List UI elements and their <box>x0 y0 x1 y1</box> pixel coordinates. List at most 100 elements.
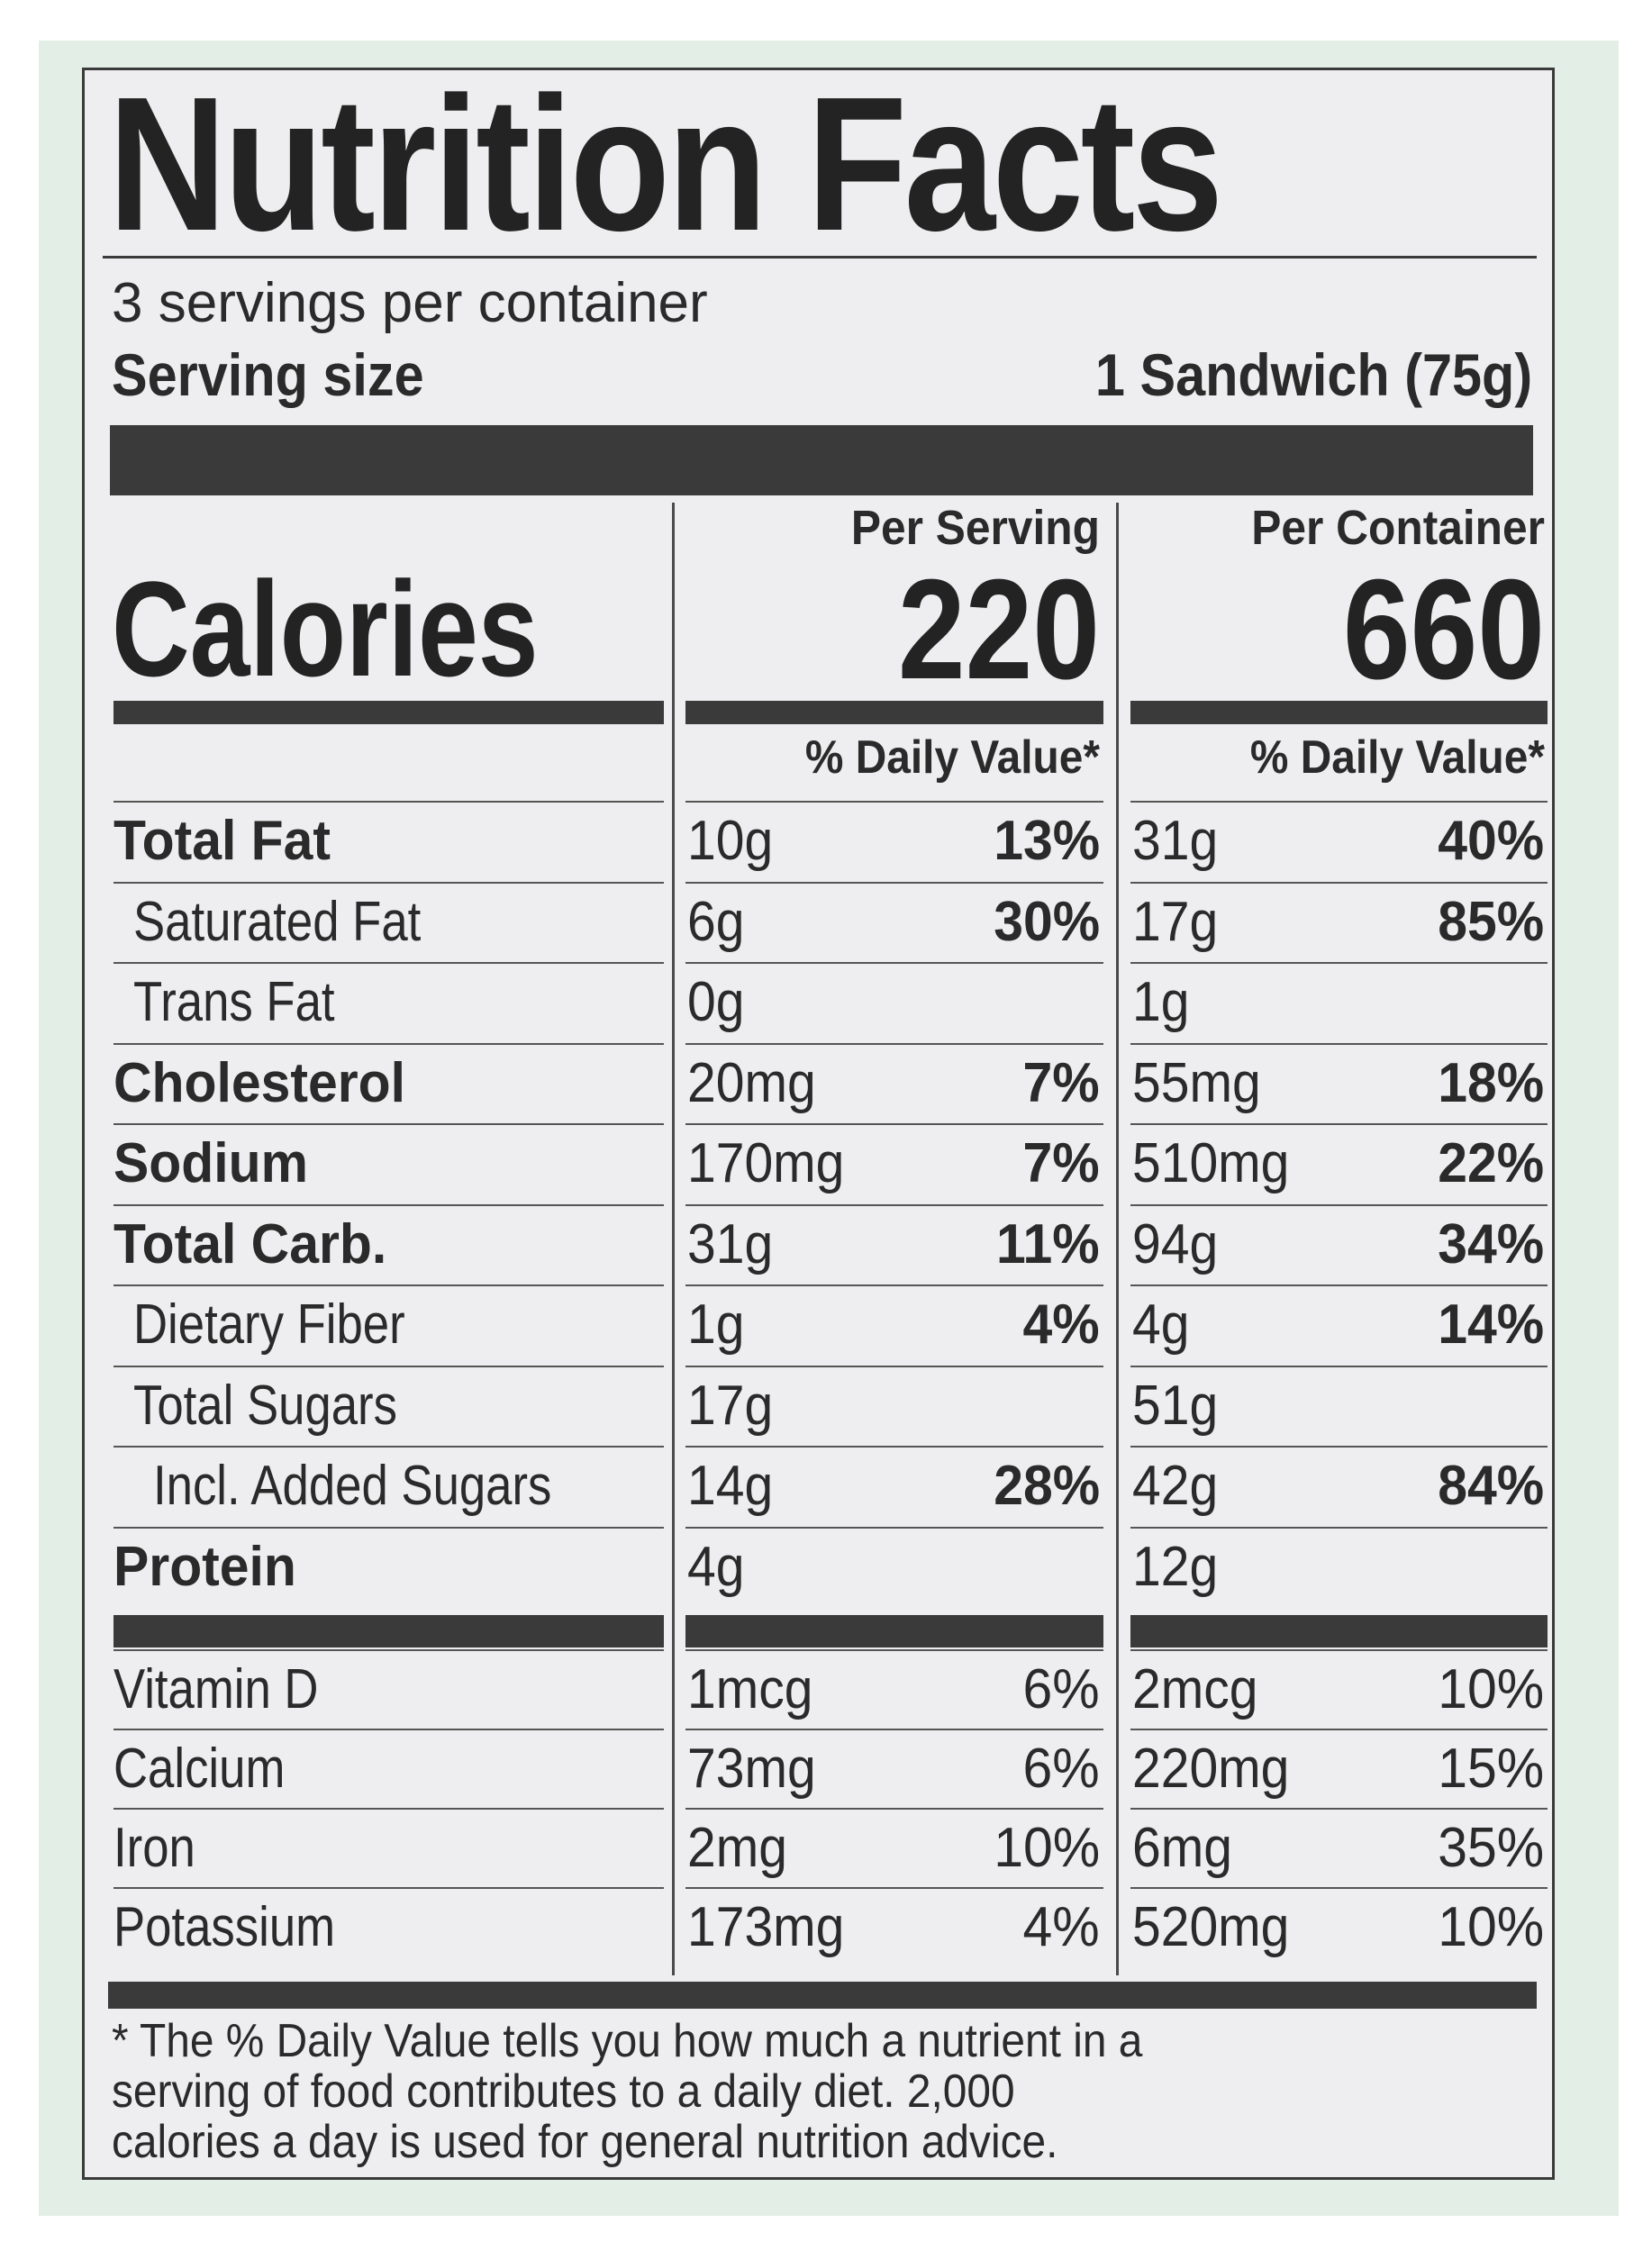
per-container-cell: 4g 14% <box>1130 1284 1548 1366</box>
per-container-daily-value: 10% <box>1438 1658 1544 1720</box>
column-divider <box>1116 503 1119 1975</box>
per-serving-cell: 4g <box>685 1526 1103 1608</box>
per-container-amount: 42g <box>1132 1455 1219 1517</box>
calories-label: Calories <box>112 553 539 704</box>
nutrient-name-cell: Incl. Added Sugars <box>113 1446 664 1527</box>
nutrient-row: Total Sugars 17g 51g <box>85 1365 1552 1447</box>
per-serving-cell: 0g <box>685 962 1103 1043</box>
per-container-daily-value: 35% <box>1438 1817 1544 1879</box>
nutrient-row: Total Fat 10g 13% 31g 40% <box>85 801 1552 882</box>
nutrient-name: Trans Fat <box>133 971 335 1033</box>
per-serving-daily-value: 11% <box>996 1212 1100 1275</box>
per-container-cell: 1g <box>1130 962 1548 1043</box>
label-title: Nutrition Facts <box>108 57 1223 270</box>
nutrient-name: Total Sugars <box>133 1374 397 1437</box>
per-serving-daily-value: 7% <box>1022 1132 1100 1194</box>
calories-per-container: 660 <box>1342 550 1545 709</box>
per-container-daily-value: 10% <box>1438 1896 1544 1958</box>
per-container-cell: 94g 34% <box>1130 1203 1548 1285</box>
servings-per-container: 3 servings per container <box>112 272 708 334</box>
column-divider <box>672 503 675 1975</box>
per-container-cell: 31g 40% <box>1130 801 1548 882</box>
thick-bar-vitamins <box>1130 1615 1548 1647</box>
per-container-daily-value: 15% <box>1438 1738 1544 1800</box>
per-container-cell: 220mg 15% <box>1130 1729 1548 1808</box>
per-serving-amount: 20mg <box>687 1051 816 1114</box>
footnote-line: * The % Daily Value tells you how much a… <box>112 2015 1143 2067</box>
per-serving-amount: 6g <box>687 890 745 953</box>
per-container-cell: 12g <box>1130 1526 1548 1608</box>
per-serving-cell: 20mg 7% <box>685 1042 1103 1124</box>
footnote-line: calories a day is used for general nutri… <box>112 2116 1058 2168</box>
per-container-cell: 17g 85% <box>1130 881 1548 963</box>
calories-bar <box>685 701 1103 724</box>
per-container-header: Per Container <box>1251 501 1545 555</box>
per-serving-cell: 1g 4% <box>685 1284 1103 1366</box>
per-serving-cell: 14g 28% <box>685 1446 1103 1527</box>
per-container-amount: 31g <box>1132 810 1219 872</box>
per-serving-cell: 2mg 10% <box>685 1808 1103 1887</box>
per-serving-cell: 73mg 6% <box>685 1729 1103 1808</box>
nutrient-row: Cholesterol 20mg 7% 55mg 18% <box>85 1042 1552 1124</box>
per-serving-daily-value: 4% <box>1022 1293 1100 1356</box>
per-container-daily-value: 14% <box>1438 1293 1544 1356</box>
nutrient-row: Incl. Added Sugars 14g 28% 42g 84% <box>85 1446 1552 1527</box>
divider-line <box>103 256 1537 259</box>
nutrient-name-cell: Iron <box>113 1808 664 1887</box>
calories-bar <box>1130 701 1548 724</box>
calories-bar <box>113 701 664 724</box>
daily-value-header: % Daily Value* <box>1249 731 1545 784</box>
per-serving-amount: 1mcg <box>687 1658 813 1720</box>
per-serving-amount: 0g <box>687 971 745 1033</box>
per-serving-amount: 10g <box>687 810 774 872</box>
per-serving-amount: 73mg <box>687 1738 816 1800</box>
per-serving-cell: 10g 13% <box>685 801 1103 882</box>
thick-bar-vitamins <box>685 1615 1103 1647</box>
per-serving-daily-value: 4% <box>1022 1896 1100 1958</box>
per-container-daily-value: 84% <box>1438 1455 1544 1517</box>
per-serving-cell: 170mg 7% <box>685 1123 1103 1204</box>
per-serving-amount: 17g <box>687 1374 774 1437</box>
nutrient-row: Trans Fat 0g 1g <box>85 962 1552 1043</box>
thick-bar-bottom <box>108 1982 1537 2009</box>
thick-bar-vitamins <box>113 1615 664 1647</box>
per-serving-amount: 31g <box>687 1212 774 1275</box>
nutrient-name-cell: Total Carb. <box>113 1203 664 1285</box>
daily-value-header: % Daily Value* <box>804 731 1100 784</box>
per-serving-amount: 4g <box>687 1535 745 1598</box>
per-container-daily-value: 85% <box>1438 890 1544 953</box>
per-container-cell: 520mg 10% <box>1130 1887 1548 1966</box>
per-serving-amount: 1g <box>687 1293 745 1356</box>
per-serving-daily-value: 7% <box>1022 1051 1100 1114</box>
vitamin-row: Calcium 73mg 6% 220mg 15% <box>85 1729 1552 1808</box>
per-container-amount: 2mcg <box>1132 1658 1258 1720</box>
nutrient-name: Cholesterol <box>113 1051 406 1114</box>
serving-size-label: Serving size <box>112 341 424 408</box>
per-serving-cell: 31g 11% <box>685 1203 1103 1285</box>
footnote: * The % Daily Value tells you how much a… <box>112 2016 1520 2167</box>
per-container-cell: 51g <box>1130 1365 1548 1447</box>
nutrient-row: Sodium 170mg 7% 510mg 22% <box>85 1123 1552 1204</box>
nutrient-name: Sodium <box>113 1132 308 1194</box>
per-container-amount: 17g <box>1132 890 1219 953</box>
vitamin-row: Iron 2mg 10% 6mg 35% <box>85 1808 1552 1887</box>
per-serving-daily-value: 30% <box>994 890 1100 953</box>
per-container-cell: 42g 84% <box>1130 1446 1548 1527</box>
per-serving-daily-value: 13% <box>994 810 1100 872</box>
nutrient-name-cell: Potassium <box>113 1887 664 1966</box>
nutrient-name: Iron <box>113 1817 195 1879</box>
footnote-line: serving of food contributes to a daily d… <box>112 2065 1015 2118</box>
per-serving-header: Per Serving <box>850 501 1100 555</box>
per-serving-cell: 6g 30% <box>685 881 1103 963</box>
per-serving-daily-value: 10% <box>994 1817 1100 1879</box>
per-serving-cell: 1mcg 6% <box>685 1649 1103 1729</box>
per-container-amount: 94g <box>1132 1212 1219 1275</box>
nutrient-name: Potassium <box>113 1896 336 1958</box>
nutrient-name: Saturated Fat <box>133 890 422 953</box>
vitamin-row: Vitamin D 1mcg 6% 2mcg 10% <box>85 1649 1552 1729</box>
per-serving-amount: 2mg <box>687 1817 787 1879</box>
per-container-amount: 520mg <box>1132 1896 1290 1958</box>
nutrient-name: Total Fat <box>113 810 331 872</box>
nutrient-name: Calcium <box>113 1738 286 1800</box>
nutrient-name-cell: Saturated Fat <box>113 881 664 963</box>
